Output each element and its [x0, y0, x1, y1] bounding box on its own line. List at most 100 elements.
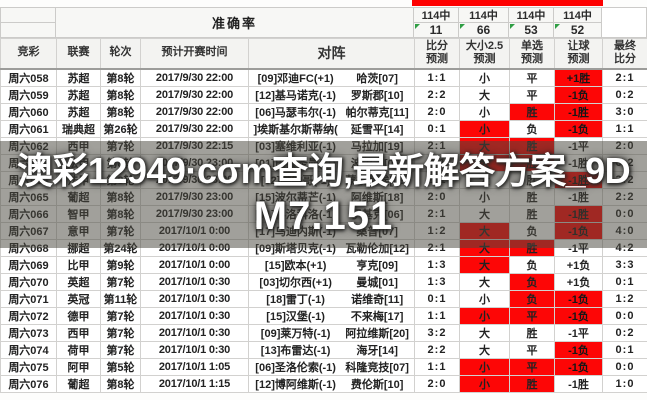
match-id: 周六074	[0, 340, 57, 359]
header-round: 轮次	[100, 38, 141, 70]
final-score: 1:1	[602, 119, 647, 138]
home-team: [09]邓迪FC(+1)	[257, 72, 334, 85]
score-prediction: 1:1	[414, 306, 460, 325]
final-score: 0:0	[602, 357, 647, 376]
single-pick-prediction: 平	[509, 340, 555, 359]
league-name: 西甲	[56, 323, 101, 342]
accuracy-hits-4: 52	[553, 22, 602, 38]
score-prediction: 2:0	[414, 102, 460, 121]
table-row: 周六069 比甲 第9轮 2017/10/1 0:00 [15]欧本(+1) 亨克…	[0, 255, 647, 274]
accuracy-hits-3: 53	[508, 22, 554, 38]
start-time: 2017/10/1 1:15	[140, 374, 249, 393]
start-time: 2017/10/1 0:30	[140, 340, 249, 359]
league-name: 阿甲	[56, 357, 101, 376]
start-time: 2017/10/1 0:30	[140, 289, 249, 308]
over-under-prediction: 大	[459, 272, 510, 291]
single-pick-prediction: 负	[509, 272, 555, 291]
single-pick-prediction: 负	[509, 255, 555, 274]
home-team: [12]博阿维斯(-1)	[255, 378, 336, 391]
round-number: 第8轮	[100, 85, 141, 104]
single-pick-prediction: 平	[509, 306, 555, 325]
over-under-prediction: 大	[459, 340, 510, 359]
over-under-prediction: 小	[459, 374, 510, 393]
matchup: [12]博阿维斯(-1) 费伦斯[10]	[248, 374, 415, 393]
header-score-pred: 比分 预测	[414, 38, 460, 70]
accuracy-header: 准确率 114中 11 114中 66 114中 53 114中 52	[0, 7, 647, 38]
handicap-prediction: -1负	[554, 85, 603, 104]
matchup: ]埃斯基尔斯蒂纳(延雪平[14]	[248, 119, 415, 138]
start-time: 2017/9/30 22:00	[140, 85, 249, 104]
accuracy-title: 准确率	[55, 7, 414, 38]
home-team: [13]布雷达(-1)	[260, 344, 331, 357]
over-under-prediction: 小	[459, 119, 510, 138]
over-under-prediction: 大	[459, 255, 510, 274]
matchup: [06]马瑟韦尔(-1) 帕尔蒂克[11]	[248, 102, 415, 121]
table-row: 周六074 荷甲 第7轮 2017/10/1 0:30 [13]布雷达(-1) 海…	[0, 340, 647, 359]
round-number: 第8轮	[100, 68, 141, 87]
away-team: 诺维奇[11]	[351, 293, 404, 306]
away-team: 延雪平[14]	[350, 123, 404, 136]
home-team: [15]欧本(+1)	[264, 259, 327, 272]
matchup: [03]切尔西(+1) 曼城[01]	[248, 272, 415, 291]
away-team: 曼城[01]	[356, 276, 398, 289]
score-prediction: 3:2	[414, 323, 460, 342]
header-league: 联赛	[56, 38, 101, 70]
header-ou-pred: 大小2.5 预测	[459, 38, 510, 70]
single-pick-prediction: 平	[509, 68, 555, 87]
over-under-prediction: 小	[459, 102, 510, 121]
league-name: 荷甲	[56, 340, 101, 359]
score-prediction: 0:1	[414, 119, 460, 138]
watermark-text-line2: M7.151	[253, 193, 394, 238]
matchup: [09]莱万特(-1) 阿拉维斯[20]	[248, 323, 415, 342]
start-time: 2017/10/1 0:00	[140, 255, 249, 274]
watermark-text-line1: 澳彩12949·cσm查询,最新解答方案_9D	[16, 150, 631, 192]
score-prediction: 1:1	[414, 68, 460, 87]
table-row: 周六061 瑞典超 第26轮 2017/9/30 22:00 ]埃斯基尔斯蒂纳(…	[0, 119, 647, 138]
match-id: 周六058	[0, 68, 57, 87]
accuracy-total-2: 114中	[458, 7, 509, 23]
away-team: 科隆竞技[07]	[345, 361, 409, 374]
round-number: 第11轮	[100, 289, 141, 308]
header-handicap-pred: 让球 预测	[554, 38, 603, 70]
away-team: 罗斯郡[10]	[350, 89, 404, 102]
handicap-prediction: -1负	[554, 306, 603, 325]
final-score: 1:2	[602, 289, 647, 308]
handicap-prediction: +1负	[554, 272, 603, 291]
league-name: 瑞典超	[56, 119, 101, 138]
match-id: 周六069	[0, 255, 57, 274]
home-team: [18]雷丁(-1)	[266, 293, 325, 306]
round-number: 第8轮	[100, 374, 141, 393]
league-name: 葡超	[56, 374, 101, 393]
away-team: 阿拉维斯[20]	[345, 327, 409, 340]
table-row: 周六059 苏超 第8轮 2017/9/30 22:00 [12]基马诺克(-1…	[0, 85, 647, 104]
header-single-pred: 单选 预测	[509, 38, 555, 70]
final-score: 0:2	[602, 323, 647, 342]
final-score: 2:1	[602, 68, 647, 87]
round-number: 第26轮	[100, 119, 141, 138]
final-score: 3:3	[602, 255, 647, 274]
over-under-prediction: 小	[459, 68, 510, 87]
matchup: [12]基马诺克(-1) 罗斯郡[10]	[248, 85, 415, 104]
away-team: 哈茨[07]	[356, 72, 398, 85]
score-prediction: 0:1	[414, 289, 460, 308]
header-time: 预计开赛时间	[140, 38, 249, 70]
score-prediction: 2:2	[414, 340, 460, 359]
score-prediction: 1:3	[414, 255, 460, 274]
league-name: 比甲	[56, 255, 101, 274]
table-row: 周六060 苏超 第8轮 2017/9/30 22:00 [06]马瑟韦尔(-1…	[0, 102, 647, 121]
away-team: 不来梅[17]	[350, 310, 404, 323]
over-under-prediction: 大	[459, 85, 510, 104]
match-id: 周六071	[0, 289, 57, 308]
column-header-row: 竞彩 联赛 轮次 预计开赛时间 对阵 比分 预测 大小2.5 预测 单选 预测 …	[0, 38, 647, 70]
handicap-prediction: -1胜	[554, 102, 603, 121]
final-score: 0:1	[602, 272, 647, 291]
accuracy-total-1: 114中	[413, 7, 459, 23]
home-team: [06]圣洛伦索(-1)	[255, 361, 336, 374]
home-team: [03]切尔西(+1)	[259, 276, 332, 289]
start-time: 2017/10/1 0:30	[140, 306, 249, 325]
round-number: 第7轮	[100, 272, 141, 291]
round-number: 第5轮	[100, 357, 141, 376]
table-row: 周六076 葡超 第8轮 2017/10/1 1:15 [12]博阿维斯(-1)…	[0, 374, 647, 393]
handicap-prediction: -1负	[554, 289, 603, 308]
league-name: 英超	[56, 272, 101, 291]
